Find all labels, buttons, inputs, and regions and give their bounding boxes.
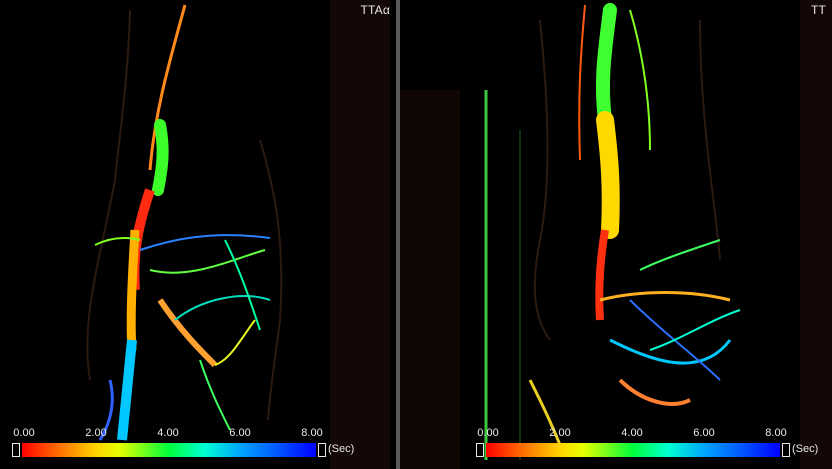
tick-label: 6.00 [229,427,251,439]
colorbar-cap [318,443,326,457]
colorbar-gradient [486,443,780,457]
angiogram-image-left [86,0,390,469]
tick-label: 0.00 [13,427,35,439]
tick-label: 2.00 [85,427,107,439]
tick-label: 6.00 [693,427,715,439]
tick-label: 4.00 [621,427,643,439]
colorbar-cap [476,443,484,457]
colorbar-cap [12,443,20,457]
colorbar-cap [782,443,790,457]
time-colorbar: 0.00 2.00 4.00 6.00 8.00 (Sec) [476,427,818,461]
colorbar-unit: (Sec) [328,443,355,455]
tick-label: 2.00 [549,427,571,439]
time-colorbar: 0.00 2.00 4.00 6.00 8.00 (Sec) [12,427,354,461]
tick-label: 8.00 [765,427,787,439]
panel-label: TTAα [360,3,390,17]
angiogram-panel-right: TT 0.00 2.00 4.00 6.00 8.00 (Sec) [400,0,832,469]
angiogram-panel-left: TTAα 0.00 2.00 4.00 6.00 8.00 (Sec) [0,0,396,469]
tick-label: 4.00 [157,427,179,439]
tick-label: 8.00 [301,427,323,439]
panel-divider [396,0,400,469]
panel-label: TT [810,3,826,17]
angiogram-image-right [400,0,832,469]
colorbar-unit: (Sec) [792,443,819,455]
colorbar-gradient [22,443,316,457]
tick-label: 0.00 [477,427,499,439]
